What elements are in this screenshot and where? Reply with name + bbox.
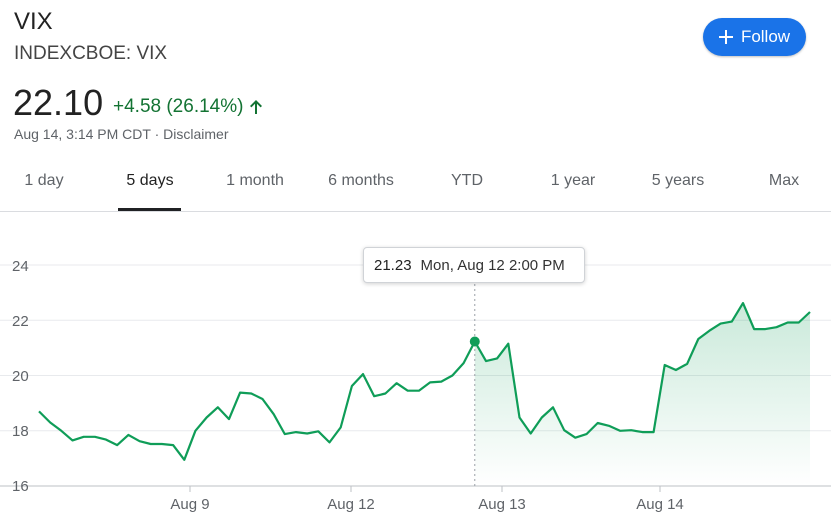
active-tab-underline bbox=[118, 208, 181, 211]
tab-1-year[interactable]: 1 year bbox=[550, 172, 596, 189]
disclaimer-link[interactable]: Disclaimer bbox=[163, 126, 229, 142]
price-area-fill bbox=[474, 303, 810, 486]
arrow-up-icon bbox=[250, 100, 263, 114]
tab-1-month[interactable]: 1 month bbox=[226, 172, 284, 189]
tab-5-days[interactable]: 5 days bbox=[126, 172, 174, 189]
tooltip-time: Mon, Aug 12 2:00 PM bbox=[420, 256, 565, 274]
updated-time: Aug 14, 3:14 PM CDT bbox=[14, 126, 151, 142]
separator: · bbox=[154, 126, 160, 142]
x-axis-ticks bbox=[189, 486, 661, 492]
tab-1-day[interactable]: 1 day bbox=[24, 172, 64, 189]
price-chart[interactable]: 24 22 20 18 16 Aug 9 Aug 12 Aug 13 Aug 1… bbox=[0, 212, 831, 522]
x-tick-label: Aug 9 bbox=[170, 496, 209, 513]
y-tick-label: 24 bbox=[12, 258, 29, 275]
tooltip-value: 21.23 bbox=[374, 256, 412, 274]
y-tick-label: 16 bbox=[12, 478, 29, 495]
current-price: 22.10 bbox=[13, 82, 104, 123]
follow-label: Follow bbox=[740, 27, 791, 46]
price-line bbox=[38, 302, 811, 461]
x-tick-label: Aug 14 bbox=[636, 496, 684, 513]
x-tick-label: Aug 12 bbox=[327, 496, 375, 513]
plus-icon bbox=[718, 30, 733, 44]
tab-ytd[interactable]: YTD bbox=[451, 172, 483, 189]
range-tabs: 1 day 5 days 1 month 6 months YTD 1 year… bbox=[0, 160, 831, 212]
y-axis-labels: 24 22 20 18 16 bbox=[12, 258, 29, 495]
hover-point bbox=[469, 336, 480, 347]
ticker-symbol: VIX bbox=[14, 8, 53, 35]
x-tick-label: Aug 13 bbox=[478, 496, 526, 513]
tab-max[interactable]: Max bbox=[768, 172, 800, 189]
y-tick-label: 20 bbox=[12, 368, 29, 385]
y-tick-label: 22 bbox=[12, 313, 29, 330]
follow-button[interactable]: Follow bbox=[703, 18, 806, 56]
exchange-label: INDEXCBOE: VIX bbox=[14, 43, 168, 64]
x-axis-labels: Aug 9 Aug 12 Aug 13 Aug 14 bbox=[170, 496, 683, 513]
price-change: +4.58 (26.14%) bbox=[113, 96, 263, 118]
tab-5-years[interactable]: 5 years bbox=[651, 172, 705, 189]
tab-6-months[interactable]: 6 months bbox=[328, 172, 394, 189]
chart-tooltip: 21.23 Mon, Aug 12 2:00 PM bbox=[363, 247, 585, 283]
price-change-text: +4.58 (26.14%) bbox=[113, 96, 244, 117]
last-updated: Aug 14, 3:14 PM CDT · Disclaimer bbox=[14, 126, 229, 142]
y-tick-label: 18 bbox=[12, 423, 29, 440]
